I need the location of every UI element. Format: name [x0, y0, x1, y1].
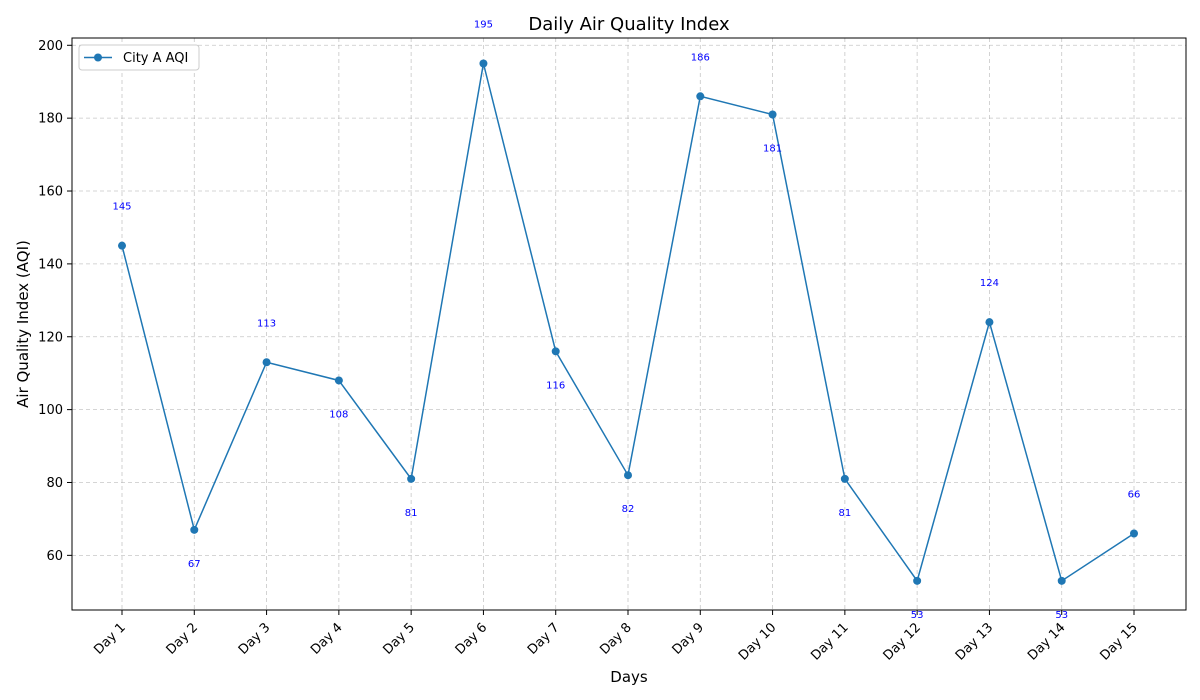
data-labels-layer: 145 67 113 108 81 195 116 82 186 181 81 53 124 53 66	[112, 20, 1140, 621]
data-label: 53	[1055, 610, 1068, 621]
series-layer	[118, 59, 1138, 585]
x-tick-label: Day 5	[380, 620, 418, 658]
data-label: 53	[911, 610, 924, 621]
data-point-marker	[1130, 529, 1138, 538]
data-point-marker	[407, 474, 416, 483]
data-point-marker	[1057, 576, 1066, 585]
y-tick-label: 140	[38, 257, 63, 272]
x-tick-label: Day 7	[525, 620, 563, 658]
x-tick-label: Day 12	[881, 620, 924, 663]
data-label: 81	[838, 508, 851, 519]
legend-marker	[94, 53, 102, 62]
data-label: 81	[405, 508, 418, 519]
x-tick-label: Day 8	[597, 620, 635, 658]
y-tick-label: 80	[46, 476, 63, 491]
data-point-marker	[479, 59, 488, 68]
y-tick-label: 160	[38, 185, 63, 200]
x-tick-label: Day 4	[308, 620, 346, 658]
y-tick-label: 200	[38, 39, 63, 54]
data-label: 82	[622, 504, 635, 515]
y-tick-label: 180	[38, 112, 63, 127]
plot-area-frame	[71, 37, 1187, 611]
ticks-layer: 60 80 100 120 140 160 180 200 Day 1 Day 2 Day 3 Day…	[38, 39, 1141, 664]
y-axis-title: Air Quality Index (AQI)	[14, 240, 32, 408]
data-point-marker	[551, 347, 560, 356]
data-point-marker	[985, 318, 994, 327]
data-label: 145	[112, 202, 131, 213]
x-tick-label: Day 14	[1025, 620, 1068, 663]
x-tick-label: Day 11	[808, 620, 851, 663]
data-label: 186	[691, 52, 710, 63]
data-point-marker	[118, 241, 126, 250]
data-point-marker	[913, 576, 922, 585]
data-label: 195	[474, 20, 493, 31]
x-tick-label: Day 15	[1097, 620, 1140, 663]
y-tick-label: 100	[38, 403, 63, 418]
data-label: 181	[763, 144, 782, 155]
data-point-marker	[696, 92, 705, 101]
data-point-marker	[768, 110, 777, 119]
legend-series-label: City A AQI	[123, 51, 188, 66]
data-point-marker	[334, 376, 343, 385]
x-tick-label: Day 2	[164, 620, 202, 658]
x-tick-label: Day 9	[670, 620, 708, 658]
data-point-marker	[262, 358, 271, 367]
data-label: 66	[1128, 489, 1141, 500]
y-tick-label: 60	[46, 549, 63, 564]
data-label: 116	[546, 380, 565, 391]
x-tick-label: Day 10	[736, 620, 779, 663]
data-point-marker	[840, 474, 849, 483]
data-point-marker	[624, 471, 632, 480]
x-tick-label: Day 6	[453, 620, 491, 658]
y-tick-label: 120	[38, 330, 63, 345]
chart-title: Daily Air Quality Index	[528, 14, 730, 35]
x-tick-label: Day 1	[91, 620, 129, 658]
data-label: 113	[257, 318, 276, 329]
x-tick-label: Day 13	[953, 620, 996, 663]
data-label: 67	[188, 559, 201, 570]
data-label: 124	[980, 278, 999, 289]
legend: City A AQI	[78, 44, 200, 71]
x-tick-label: Day 3	[236, 620, 274, 658]
data-label: 108	[329, 409, 348, 420]
data-point-marker	[190, 525, 199, 534]
legend-box	[78, 44, 200, 71]
x-axis-title: Days	[610, 668, 648, 686]
grid-layer	[72, 38, 1186, 610]
